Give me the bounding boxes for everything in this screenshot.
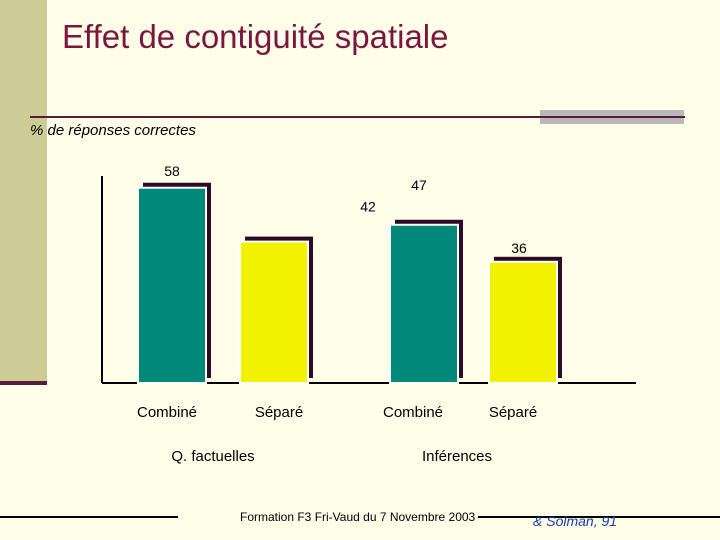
category-label-inferences-combine: Combiné [383, 404, 443, 421]
citation: & Solman, 91 [533, 513, 618, 529]
sidebar-edge [0, 381, 47, 385]
footer-text: Formation F3 Fri-Vaud du 7 Novembre 2003 [240, 510, 476, 524]
category-label-factuelles-combine: Combiné [137, 404, 197, 421]
data-label-factuelles-separe: 42 [360, 199, 376, 215]
category-label-inferences-separe: Séparé [489, 404, 537, 421]
bar-inferences-separe [488, 260, 558, 384]
slide-title: Effet de contiguité spatiale [62, 18, 449, 55]
data-label-inferences-combine: 47 [411, 177, 427, 193]
title-rule [30, 116, 685, 118]
data-label-factuelles-combine: 58 [164, 163, 180, 179]
footer-rule-left [0, 516, 178, 518]
title-rule-overlay [540, 116, 684, 118]
bar-factuelles-combine [137, 186, 207, 384]
y-axis-label: % de réponses correctes [30, 122, 196, 139]
group-label-inferences: Inférences [422, 448, 492, 465]
bar-factuelles-separe [239, 240, 309, 384]
sidebar-decoration [0, 0, 47, 385]
group-label-factuelles: Q. factuelles [171, 448, 254, 465]
data-label-inferences-separe: 36 [511, 240, 527, 256]
category-label-factuelles-separe: Séparé [255, 404, 303, 421]
footer-rule-right [478, 516, 720, 518]
bar-inferences-combine [389, 223, 459, 384]
